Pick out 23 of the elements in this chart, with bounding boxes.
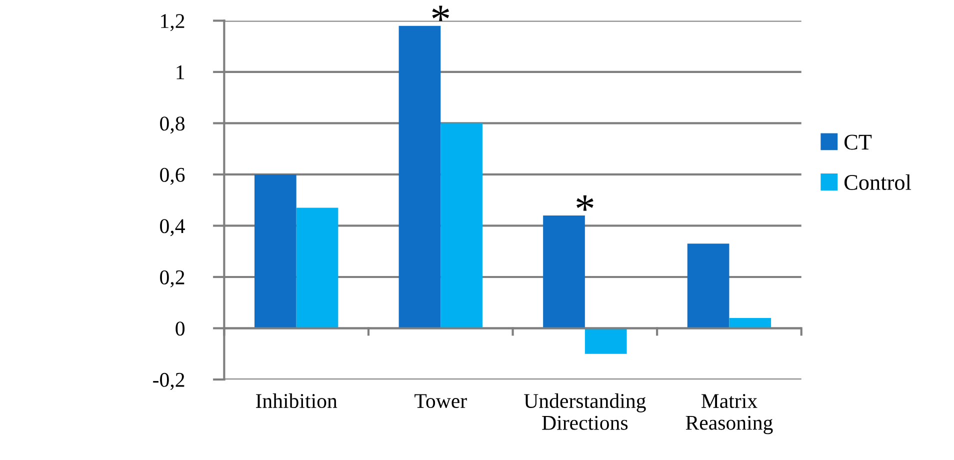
x-tick-label: Understanding Directions — [524, 393, 646, 430]
bar — [296, 208, 338, 328]
annotation: * — [576, 195, 594, 211]
bar — [687, 244, 730, 328]
y-tick-label: 0,6 — [160, 168, 185, 185]
bar — [440, 123, 482, 328]
bar — [398, 26, 441, 328]
bar — [254, 174, 296, 328]
legend-label: CT — [844, 134, 872, 150]
y-tick-label: 1 — [176, 65, 184, 80]
x-tick-label: Tower — [414, 394, 467, 408]
y-tick-label: 0,4 — [160, 219, 185, 236]
x-tick-label: Inhibition — [256, 393, 338, 408]
annotation: * — [432, 6, 450, 22]
legend-label: Control — [844, 174, 912, 190]
y-tick-label: 0,2 — [160, 270, 184, 288]
y-tick-label: -0,2 — [153, 372, 184, 390]
bar — [584, 328, 627, 354]
y-tick-label: 0,8 — [160, 116, 185, 134]
y-tick-label: 1,2 — [161, 14, 184, 32]
x-tick-label: Matrix Reasoning — [686, 394, 773, 434]
bar — [543, 215, 585, 328]
y-tick-label: 0 — [176, 322, 185, 336]
